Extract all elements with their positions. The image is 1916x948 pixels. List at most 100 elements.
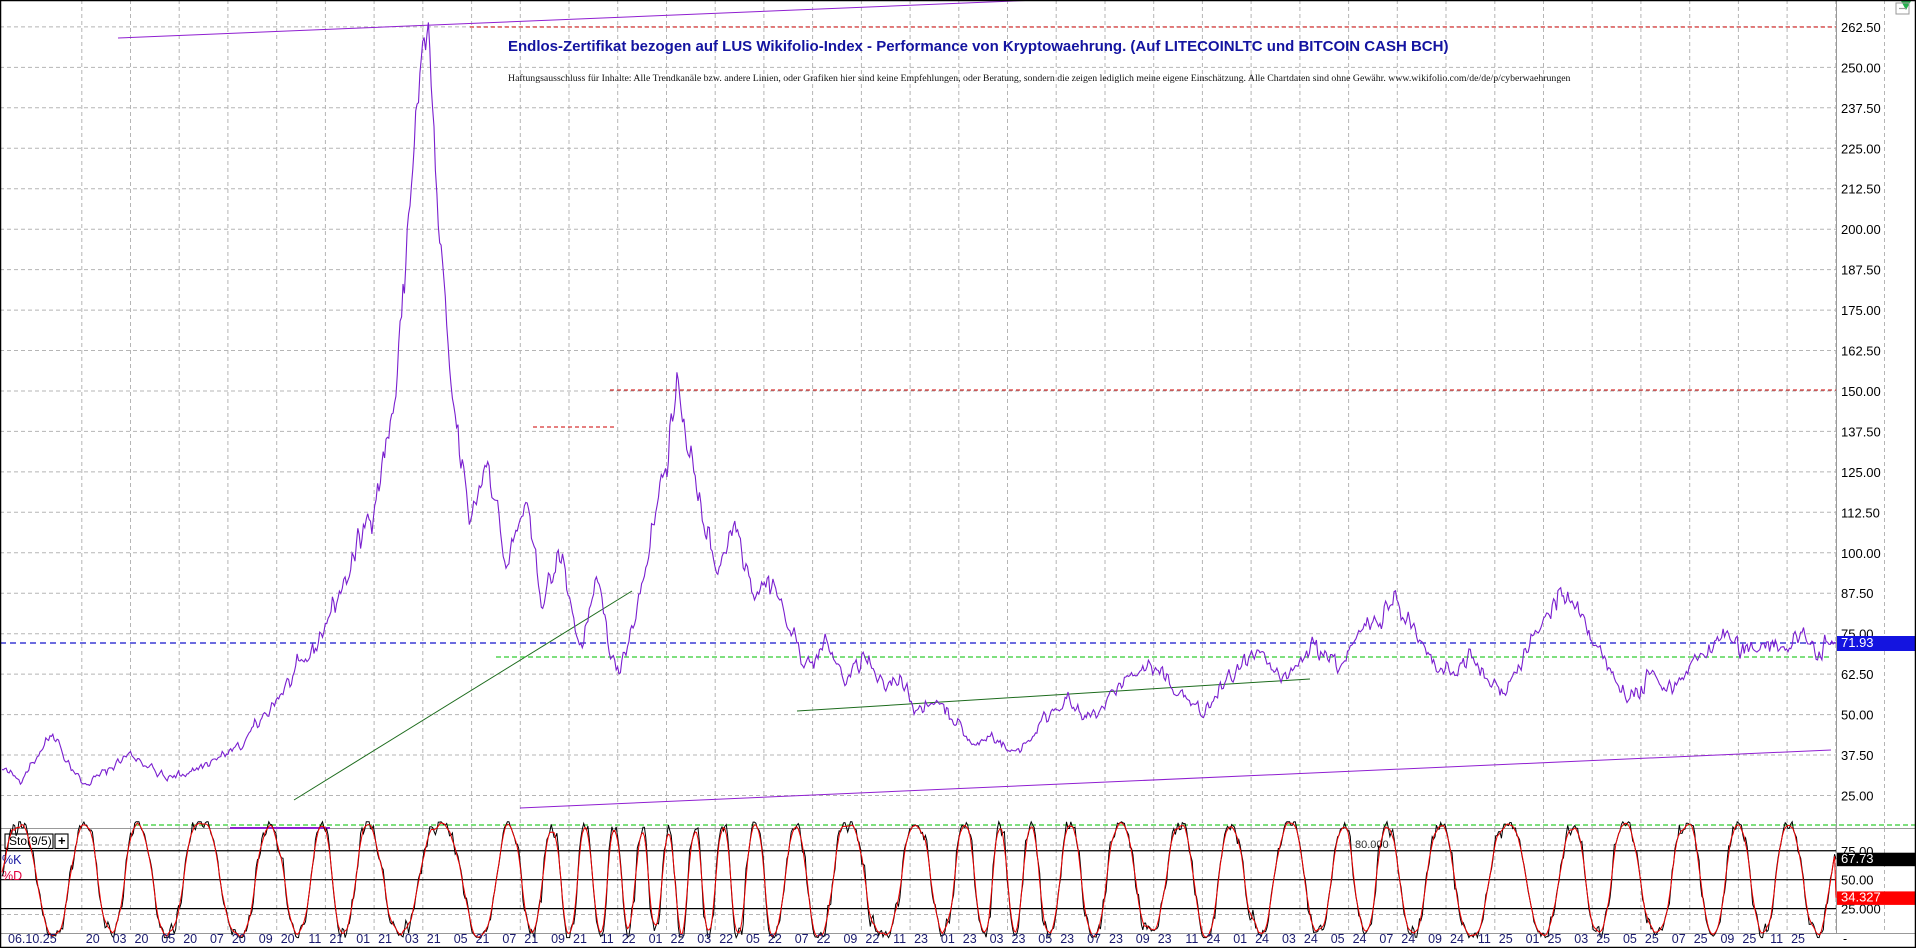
svg-text:25: 25 bbox=[1742, 932, 1756, 946]
svg-text:01: 01 bbox=[941, 932, 955, 946]
svg-text:23: 23 bbox=[963, 932, 977, 946]
svg-text:22: 22 bbox=[865, 932, 879, 946]
svg-text:09: 09 bbox=[843, 932, 857, 946]
svg-text:05: 05 bbox=[161, 932, 175, 946]
svg-text:11: 11 bbox=[601, 932, 614, 946]
svg-text:23: 23 bbox=[1012, 932, 1026, 946]
svg-text:03: 03 bbox=[1574, 932, 1588, 946]
svg-text:Endlos-Zertifikat bezogen auf: Endlos-Zertifikat bezogen auf LUS Wikifo… bbox=[508, 38, 1448, 55]
svg-text:07: 07 bbox=[1087, 932, 1101, 946]
svg-text:07: 07 bbox=[1379, 932, 1393, 946]
svg-text:11: 11 bbox=[308, 932, 321, 946]
svg-text:175.00: 175.00 bbox=[1841, 303, 1881, 318]
svg-text:05: 05 bbox=[1038, 932, 1052, 946]
svg-text:100.00: 100.00 bbox=[1841, 546, 1881, 561]
svg-text:67.73: 67.73 bbox=[1841, 851, 1874, 866]
svg-text:20: 20 bbox=[183, 932, 197, 946]
svg-text:187.50: 187.50 bbox=[1841, 263, 1881, 278]
svg-text:25: 25 bbox=[1791, 932, 1805, 946]
svg-text:150.00: 150.00 bbox=[1841, 384, 1881, 399]
svg-text:05: 05 bbox=[1623, 932, 1637, 946]
svg-text:11: 11 bbox=[1478, 932, 1491, 946]
svg-text:09: 09 bbox=[259, 932, 273, 946]
svg-text:06.10.25: 06.10.25 bbox=[8, 932, 57, 946]
svg-text:21: 21 bbox=[573, 932, 587, 946]
svg-text:05: 05 bbox=[454, 932, 468, 946]
svg-text:22: 22 bbox=[719, 932, 733, 946]
svg-text:01: 01 bbox=[649, 932, 663, 946]
svg-text:200.00: 200.00 bbox=[1841, 222, 1881, 237]
svg-text:07: 07 bbox=[795, 932, 809, 946]
svg-text:24: 24 bbox=[1304, 932, 1318, 946]
svg-text:%D: %D bbox=[2, 869, 22, 883]
svg-text:01: 01 bbox=[1233, 932, 1247, 946]
svg-text:50.00: 50.00 bbox=[1841, 708, 1874, 723]
svg-text:22: 22 bbox=[768, 932, 782, 946]
svg-text:24: 24 bbox=[1450, 932, 1464, 946]
svg-text:03: 03 bbox=[697, 932, 711, 946]
svg-text:22: 22 bbox=[817, 932, 831, 946]
svg-text:-: - bbox=[1843, 932, 1847, 946]
svg-text:23: 23 bbox=[1158, 932, 1172, 946]
svg-text:03: 03 bbox=[1282, 932, 1296, 946]
svg-text:11: 11 bbox=[1185, 932, 1198, 946]
svg-text:24: 24 bbox=[1206, 932, 1220, 946]
svg-text:37.50: 37.50 bbox=[1841, 748, 1874, 763]
svg-text:25: 25 bbox=[1548, 932, 1562, 946]
svg-text:09: 09 bbox=[1428, 932, 1442, 946]
svg-text:11: 11 bbox=[893, 932, 906, 946]
svg-text:71.93: 71.93 bbox=[1841, 635, 1874, 650]
svg-text:25: 25 bbox=[1694, 932, 1708, 946]
svg-text:03: 03 bbox=[113, 932, 127, 946]
svg-text:+: + bbox=[58, 833, 66, 848]
svg-text:262.50: 262.50 bbox=[1841, 20, 1881, 35]
svg-text:24: 24 bbox=[1353, 932, 1367, 946]
svg-text:05: 05 bbox=[1331, 932, 1345, 946]
svg-text:237.50: 237.50 bbox=[1841, 101, 1881, 116]
svg-text:23: 23 bbox=[1109, 932, 1123, 946]
svg-text:03: 03 bbox=[405, 932, 419, 946]
svg-text:212.50: 212.50 bbox=[1841, 182, 1881, 197]
svg-text:112.50: 112.50 bbox=[1841, 505, 1880, 520]
svg-text:87.50: 87.50 bbox=[1841, 586, 1874, 601]
svg-text:24: 24 bbox=[1401, 932, 1415, 946]
svg-text:125.00: 125.00 bbox=[1841, 465, 1881, 480]
svg-text:80.000: 80.000 bbox=[1355, 839, 1389, 851]
svg-text:225.00: 225.00 bbox=[1841, 141, 1881, 156]
svg-text:07: 07 bbox=[1672, 932, 1686, 946]
svg-text:01: 01 bbox=[1526, 932, 1540, 946]
svg-text:22: 22 bbox=[622, 932, 636, 946]
svg-text:09: 09 bbox=[551, 932, 565, 946]
svg-text:09: 09 bbox=[1720, 932, 1734, 946]
svg-text:20: 20 bbox=[281, 932, 295, 946]
svg-text:09: 09 bbox=[1136, 932, 1150, 946]
svg-text:03: 03 bbox=[990, 932, 1004, 946]
svg-text:21: 21 bbox=[476, 932, 490, 946]
svg-text:50.00: 50.00 bbox=[1841, 873, 1874, 888]
svg-text:07: 07 bbox=[502, 932, 516, 946]
svg-text:05: 05 bbox=[746, 932, 760, 946]
svg-text:20: 20 bbox=[135, 932, 149, 946]
svg-text:21: 21 bbox=[329, 932, 343, 946]
svg-text:22: 22 bbox=[671, 932, 685, 946]
svg-text:21: 21 bbox=[378, 932, 392, 946]
svg-text:162.50: 162.50 bbox=[1841, 344, 1881, 359]
svg-text:250.00: 250.00 bbox=[1841, 60, 1881, 75]
svg-text:24: 24 bbox=[1255, 932, 1269, 946]
svg-text:07: 07 bbox=[210, 932, 224, 946]
svg-text:25: 25 bbox=[1596, 932, 1610, 946]
svg-text:25.00: 25.00 bbox=[1841, 789, 1874, 804]
svg-text:25: 25 bbox=[1499, 932, 1513, 946]
svg-text:Haftungsausschluss für Inhalte: Haftungsausschluss für Inhalte: Alle Tre… bbox=[508, 73, 1571, 84]
svg-text:34.327: 34.327 bbox=[1841, 890, 1881, 905]
svg-text:20: 20 bbox=[86, 932, 100, 946]
svg-text:21: 21 bbox=[427, 932, 441, 946]
svg-text:137.50: 137.50 bbox=[1841, 424, 1881, 439]
svg-text:23: 23 bbox=[1060, 932, 1074, 946]
svg-text:01: 01 bbox=[356, 932, 370, 946]
svg-text:11: 11 bbox=[1770, 932, 1783, 946]
svg-text:25: 25 bbox=[1645, 932, 1659, 946]
svg-text:21: 21 bbox=[524, 932, 538, 946]
svg-text:20: 20 bbox=[232, 932, 246, 946]
svg-text:23: 23 bbox=[914, 932, 928, 946]
